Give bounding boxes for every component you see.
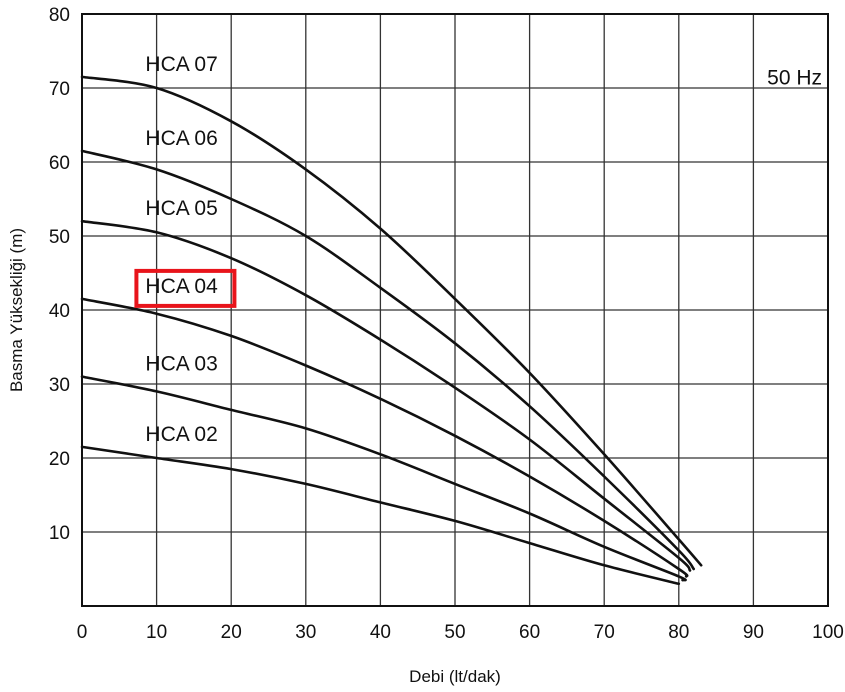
x-tick-label: 50: [444, 622, 465, 643]
label-hca-04: HCA 04: [145, 275, 218, 298]
frequency-label: 50 Hz: [767, 66, 822, 89]
curves: [80, 75, 703, 586]
x-tick-label: 20: [221, 622, 242, 643]
x-tick-label: 0: [77, 622, 88, 643]
curve-labels: HCA 07 HCA 06 HCA 05 HCA 04 HCA 03 HCA 02: [145, 53, 218, 446]
x-tick-label: 100: [812, 622, 844, 643]
label-hca-07: HCA 07: [145, 53, 217, 76]
y-tick-label: 30: [49, 375, 70, 396]
y-tick-label: 80: [49, 5, 70, 26]
x-tick-label: 40: [370, 622, 391, 643]
x-axis-label: Debi (lt/dak): [409, 667, 501, 686]
y-tick-label: 60: [49, 153, 70, 174]
y-tick-label: 40: [49, 301, 70, 322]
grid: [82, 14, 828, 606]
curve-hca-03: [80, 375, 687, 582]
highlight-box: [134, 268, 237, 308]
x-tick-label: 60: [519, 622, 540, 643]
x-tick-label: 80: [668, 622, 689, 643]
x-tick-label: 70: [594, 622, 615, 643]
plot-border: [81, 13, 829, 607]
curve-hca-05: [80, 219, 692, 572]
curve-hca-06: [80, 149, 696, 571]
y-tick-label: 70: [49, 79, 70, 100]
y-tick-label: 50: [49, 227, 70, 248]
label-hca-06: HCA 06: [145, 127, 217, 150]
label-hca-03: HCA 03: [145, 353, 217, 376]
label-hca-05: HCA 05: [145, 197, 217, 220]
curve-hca-04: [80, 297, 689, 578]
x-tick-label: 30: [295, 622, 316, 643]
curve-hca-02: [80, 445, 681, 586]
x-tick-label: 10: [146, 622, 167, 643]
y-tick-label: 20: [49, 449, 70, 470]
x-tick-label: 90: [743, 622, 764, 643]
label-hca-02: HCA 02: [145, 423, 217, 446]
y-tick-label: 10: [49, 523, 70, 544]
tick-labels: 0 10 20 30 40 50 60 70 80 90 100 10 20 30 40 50 60 70 80: [49, 5, 844, 643]
y-axis-label: Basma Yüksekliği (m): [7, 228, 26, 392]
curve-hca-07: [80, 75, 703, 567]
